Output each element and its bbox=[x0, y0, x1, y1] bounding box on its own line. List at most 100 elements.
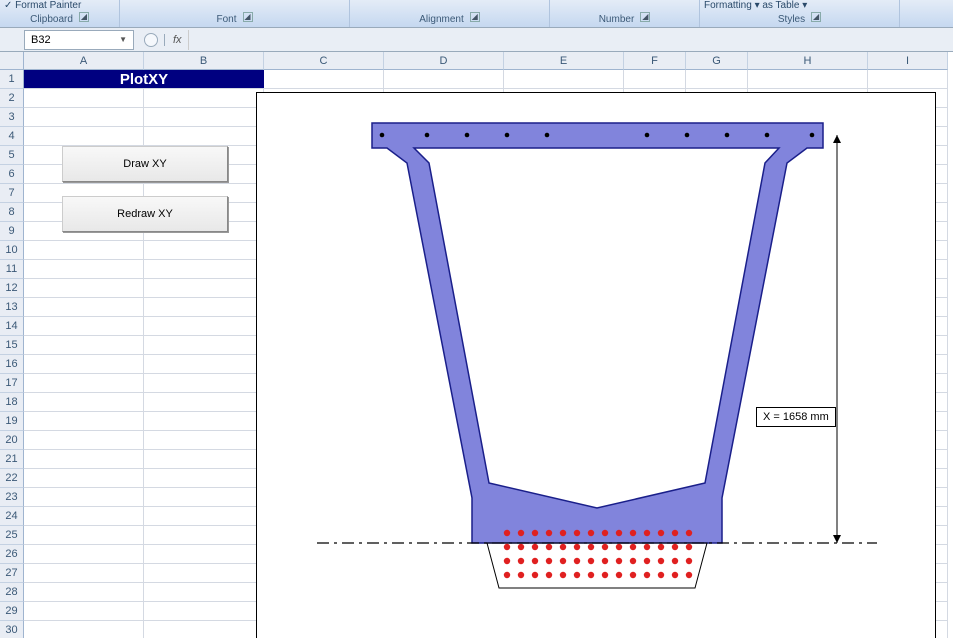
column-header[interactable]: H bbox=[748, 52, 868, 70]
cell[interactable] bbox=[24, 469, 144, 488]
cell[interactable] bbox=[24, 450, 144, 469]
row-header[interactable]: 5 bbox=[0, 146, 24, 165]
row-header[interactable]: 7 bbox=[0, 184, 24, 203]
select-all-corner[interactable] bbox=[0, 52, 24, 70]
cell[interactable] bbox=[144, 279, 264, 298]
cell[interactable] bbox=[264, 70, 384, 89]
column-header[interactable]: F bbox=[624, 52, 686, 70]
row-header[interactable]: 9 bbox=[0, 222, 24, 241]
cell[interactable] bbox=[144, 564, 264, 583]
cell[interactable] bbox=[24, 336, 144, 355]
row-header[interactable]: 4 bbox=[0, 127, 24, 146]
column-header[interactable]: A bbox=[24, 52, 144, 70]
row-header[interactable]: 19 bbox=[0, 412, 24, 431]
row-header[interactable]: 22 bbox=[0, 469, 24, 488]
row-header[interactable]: 1 bbox=[0, 70, 24, 89]
cell[interactable] bbox=[624, 70, 686, 89]
row-header[interactable]: 23 bbox=[0, 488, 24, 507]
row-header[interactable]: 27 bbox=[0, 564, 24, 583]
cell[interactable] bbox=[24, 564, 144, 583]
row-header[interactable]: 21 bbox=[0, 450, 24, 469]
dialog-launcher-icon[interactable]: ◢ bbox=[470, 12, 480, 22]
cell[interactable] bbox=[24, 108, 144, 127]
cell[interactable] bbox=[144, 127, 264, 146]
cell[interactable] bbox=[144, 393, 264, 412]
column-header[interactable]: C bbox=[264, 52, 384, 70]
cell[interactable] bbox=[144, 450, 264, 469]
cell[interactable] bbox=[24, 393, 144, 412]
row-header[interactable]: 29 bbox=[0, 602, 24, 621]
cell[interactable] bbox=[24, 412, 144, 431]
formula-input[interactable] bbox=[188, 30, 953, 50]
row-header[interactable]: 20 bbox=[0, 431, 24, 450]
cell[interactable] bbox=[24, 507, 144, 526]
cell[interactable] bbox=[144, 545, 264, 564]
dialog-launcher-icon[interactable]: ◢ bbox=[79, 12, 89, 22]
dialog-launcher-icon[interactable]: ◢ bbox=[811, 12, 821, 22]
cell[interactable] bbox=[144, 621, 264, 638]
row-header[interactable]: 10 bbox=[0, 241, 24, 260]
column-header[interactable]: G bbox=[686, 52, 748, 70]
cell[interactable] bbox=[144, 336, 264, 355]
cell[interactable] bbox=[144, 108, 264, 127]
cell[interactable] bbox=[504, 70, 624, 89]
row-header[interactable]: 3 bbox=[0, 108, 24, 127]
row-header[interactable]: 26 bbox=[0, 545, 24, 564]
cell[interactable] bbox=[144, 431, 264, 450]
cell[interactable] bbox=[24, 431, 144, 450]
cell[interactable] bbox=[144, 507, 264, 526]
cell[interactable] bbox=[144, 89, 264, 108]
cell[interactable] bbox=[868, 70, 948, 89]
row-header[interactable]: 16 bbox=[0, 355, 24, 374]
row-header[interactable]: 24 bbox=[0, 507, 24, 526]
cell[interactable] bbox=[144, 260, 264, 279]
column-header[interactable]: E bbox=[504, 52, 624, 70]
cell[interactable] bbox=[24, 526, 144, 545]
cell[interactable] bbox=[144, 469, 264, 488]
name-box[interactable]: B32 ▼ bbox=[24, 30, 134, 50]
cell[interactable] bbox=[748, 70, 868, 89]
column-header[interactable]: B bbox=[144, 52, 264, 70]
cell[interactable] bbox=[24, 545, 144, 564]
row-header[interactable]: 13 bbox=[0, 298, 24, 317]
column-header[interactable]: D bbox=[384, 52, 504, 70]
cell[interactable] bbox=[144, 317, 264, 336]
cell[interactable] bbox=[144, 602, 264, 621]
cell[interactable] bbox=[144, 526, 264, 545]
cell[interactable] bbox=[384, 70, 504, 89]
cell[interactable] bbox=[144, 241, 264, 260]
cell[interactable] bbox=[24, 127, 144, 146]
cell[interactable] bbox=[144, 488, 264, 507]
cell[interactable] bbox=[24, 355, 144, 374]
cell[interactable] bbox=[24, 260, 144, 279]
cell[interactable] bbox=[144, 374, 264, 393]
cell[interactable] bbox=[24, 279, 144, 298]
cell[interactable] bbox=[144, 412, 264, 431]
column-header[interactable]: I bbox=[868, 52, 948, 70]
row-header[interactable]: 12 bbox=[0, 279, 24, 298]
cell[interactable] bbox=[24, 583, 144, 602]
row-header[interactable]: 15 bbox=[0, 336, 24, 355]
row-header[interactable]: 25 bbox=[0, 526, 24, 545]
row-header[interactable]: 14 bbox=[0, 317, 24, 336]
row-header[interactable]: 2 bbox=[0, 89, 24, 108]
row-header[interactable]: 11 bbox=[0, 260, 24, 279]
dialog-launcher-icon[interactable]: ◢ bbox=[243, 12, 253, 22]
row-header[interactable]: 28 bbox=[0, 583, 24, 602]
cell[interactable] bbox=[24, 621, 144, 638]
cell[interactable] bbox=[24, 374, 144, 393]
cell[interactable] bbox=[24, 602, 144, 621]
chevron-down-icon[interactable]: ▼ bbox=[119, 35, 127, 44]
cell[interactable] bbox=[24, 298, 144, 317]
title-cell[interactable]: PlotXY bbox=[24, 70, 264, 89]
redraw-xy-button[interactable]: Redraw XY bbox=[62, 196, 228, 232]
row-header[interactable]: 30 bbox=[0, 621, 24, 638]
cell[interactable] bbox=[686, 70, 748, 89]
cell[interactable] bbox=[144, 355, 264, 374]
cell[interactable] bbox=[24, 241, 144, 260]
cell[interactable] bbox=[24, 488, 144, 507]
row-header[interactable]: 8 bbox=[0, 203, 24, 222]
draw-xy-button[interactable]: Draw XY bbox=[62, 146, 228, 182]
row-header[interactable]: 18 bbox=[0, 393, 24, 412]
cell[interactable] bbox=[24, 89, 144, 108]
